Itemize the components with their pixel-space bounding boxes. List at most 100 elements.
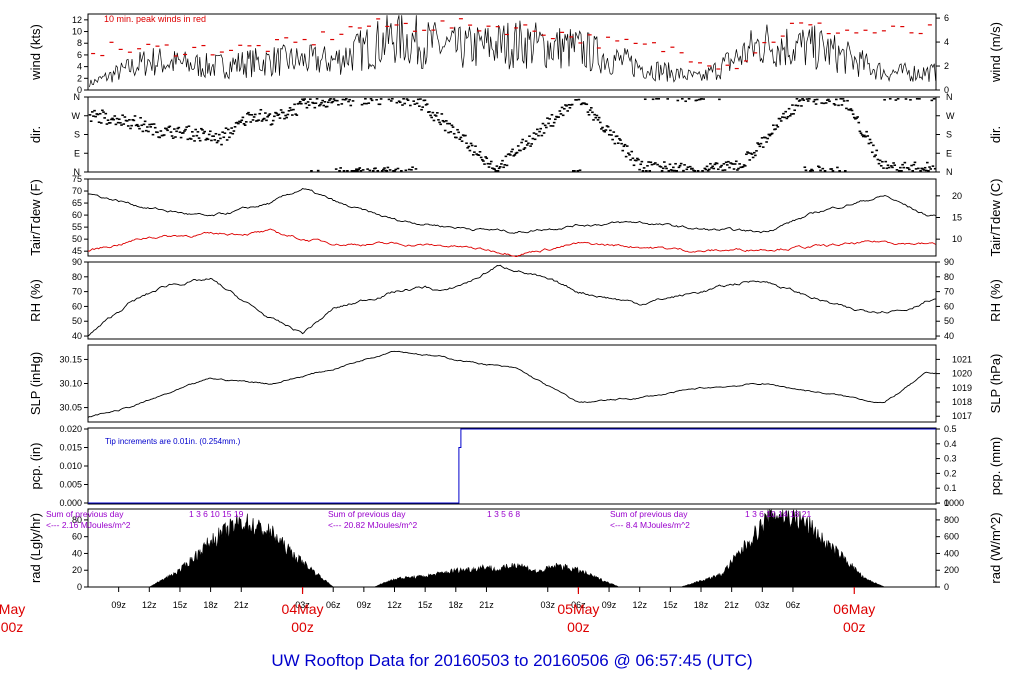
dir-point <box>650 163 654 166</box>
dir-point <box>768 134 772 137</box>
dir-point <box>511 148 514 151</box>
dir-point <box>840 104 844 106</box>
wind-left-tick-label: 2 <box>77 73 82 83</box>
dir-point <box>602 129 605 132</box>
dir-point <box>388 169 392 171</box>
dir-point <box>147 130 150 133</box>
dir-point <box>125 120 129 122</box>
dir-point <box>243 124 247 126</box>
dir-point <box>841 98 845 100</box>
rad-right-tick-label: 800 <box>944 515 959 525</box>
dir-point <box>353 170 357 172</box>
dir-point <box>469 142 473 145</box>
x-axis-ticks: 09z 12z 15z 18z 21z 03z 06z 09z 12z 15z 18z 21z 03z 0… <box>111 587 801 610</box>
x-tick-label: 21z <box>724 600 739 610</box>
dir-point <box>849 108 853 110</box>
dir-point <box>520 141 523 144</box>
rad-right-tick-label: 600 <box>944 532 959 542</box>
dir-point <box>297 102 301 105</box>
temp-series-0-line <box>88 187 936 234</box>
dir-point <box>233 126 237 128</box>
dir-point <box>929 168 932 170</box>
slp-right-tick-label: 1017 <box>952 411 972 421</box>
dir-point <box>619 139 622 141</box>
dir-point <box>98 112 102 115</box>
dir-point <box>909 99 912 101</box>
dir-point <box>410 169 413 171</box>
dir-point <box>863 134 866 137</box>
dir-point <box>661 167 665 170</box>
day-label-d05: 05May 00z <box>557 587 599 635</box>
dir-point <box>437 119 440 121</box>
dir-point <box>170 135 174 137</box>
dir-point <box>618 137 621 140</box>
dir-point <box>115 117 119 120</box>
dir-point <box>636 157 639 160</box>
dir-point <box>329 98 332 100</box>
dir-point <box>376 170 380 172</box>
dir-point <box>323 101 327 103</box>
wind-right-ticks: 0 2 4 6 <box>936 13 949 95</box>
dir-point <box>289 109 293 111</box>
dir-point <box>705 165 709 168</box>
dir-point <box>622 145 626 148</box>
dir-point <box>785 117 789 120</box>
dir-point <box>367 102 371 104</box>
wind-left-tick-label: 4 <box>77 62 82 72</box>
dir-point <box>750 153 754 155</box>
dir-point <box>543 124 547 127</box>
dir-point <box>534 133 538 135</box>
dir-point <box>219 137 222 140</box>
dir-point <box>512 155 516 157</box>
dir-point <box>577 98 581 101</box>
rad-right-tick-label: 200 <box>944 565 959 575</box>
dir-point <box>799 99 802 101</box>
dir-point <box>868 138 872 141</box>
dir-point <box>273 115 276 118</box>
dir-point <box>357 168 360 171</box>
dir-point <box>477 154 481 156</box>
dir-point <box>445 120 448 122</box>
dir-point <box>225 139 229 141</box>
dir-point <box>215 141 219 144</box>
dir-point <box>416 98 420 101</box>
dir-point <box>92 115 95 117</box>
dir-point <box>533 138 537 141</box>
dir-point <box>307 104 311 106</box>
dir-point <box>628 154 631 156</box>
dir-point <box>818 166 821 169</box>
dir-point <box>876 158 880 161</box>
day-label-date: 05May <box>557 601 599 617</box>
dir-point <box>624 155 628 158</box>
dir-point <box>513 154 517 156</box>
dir-point <box>342 170 346 172</box>
dir-point <box>536 128 539 131</box>
dir-point <box>418 105 421 107</box>
dir-point <box>795 98 799 100</box>
dir-point <box>379 98 383 100</box>
dir-point <box>97 121 101 124</box>
dir-point <box>648 170 652 172</box>
x-tick-label: 18z <box>203 600 218 610</box>
dir-point <box>130 124 133 127</box>
dir-point <box>538 130 541 133</box>
dir-point <box>371 170 375 172</box>
dir-point <box>386 166 390 169</box>
dir-point <box>242 123 246 125</box>
wind-right-tick-label: 0 <box>944 85 949 95</box>
dir-point <box>412 100 416 102</box>
dir-point <box>457 131 460 134</box>
dir-point <box>693 170 696 172</box>
dir-point <box>646 165 649 167</box>
dir-point <box>106 119 110 121</box>
dir-point <box>709 162 712 165</box>
dir-point <box>561 114 565 117</box>
dir-point <box>547 122 550 125</box>
dir-point <box>183 130 186 132</box>
dir-point <box>575 99 578 101</box>
dir-point <box>176 127 180 130</box>
dir-point <box>522 148 526 151</box>
dir-point <box>873 155 876 158</box>
dir-point <box>891 166 894 169</box>
dir-point <box>552 121 556 124</box>
